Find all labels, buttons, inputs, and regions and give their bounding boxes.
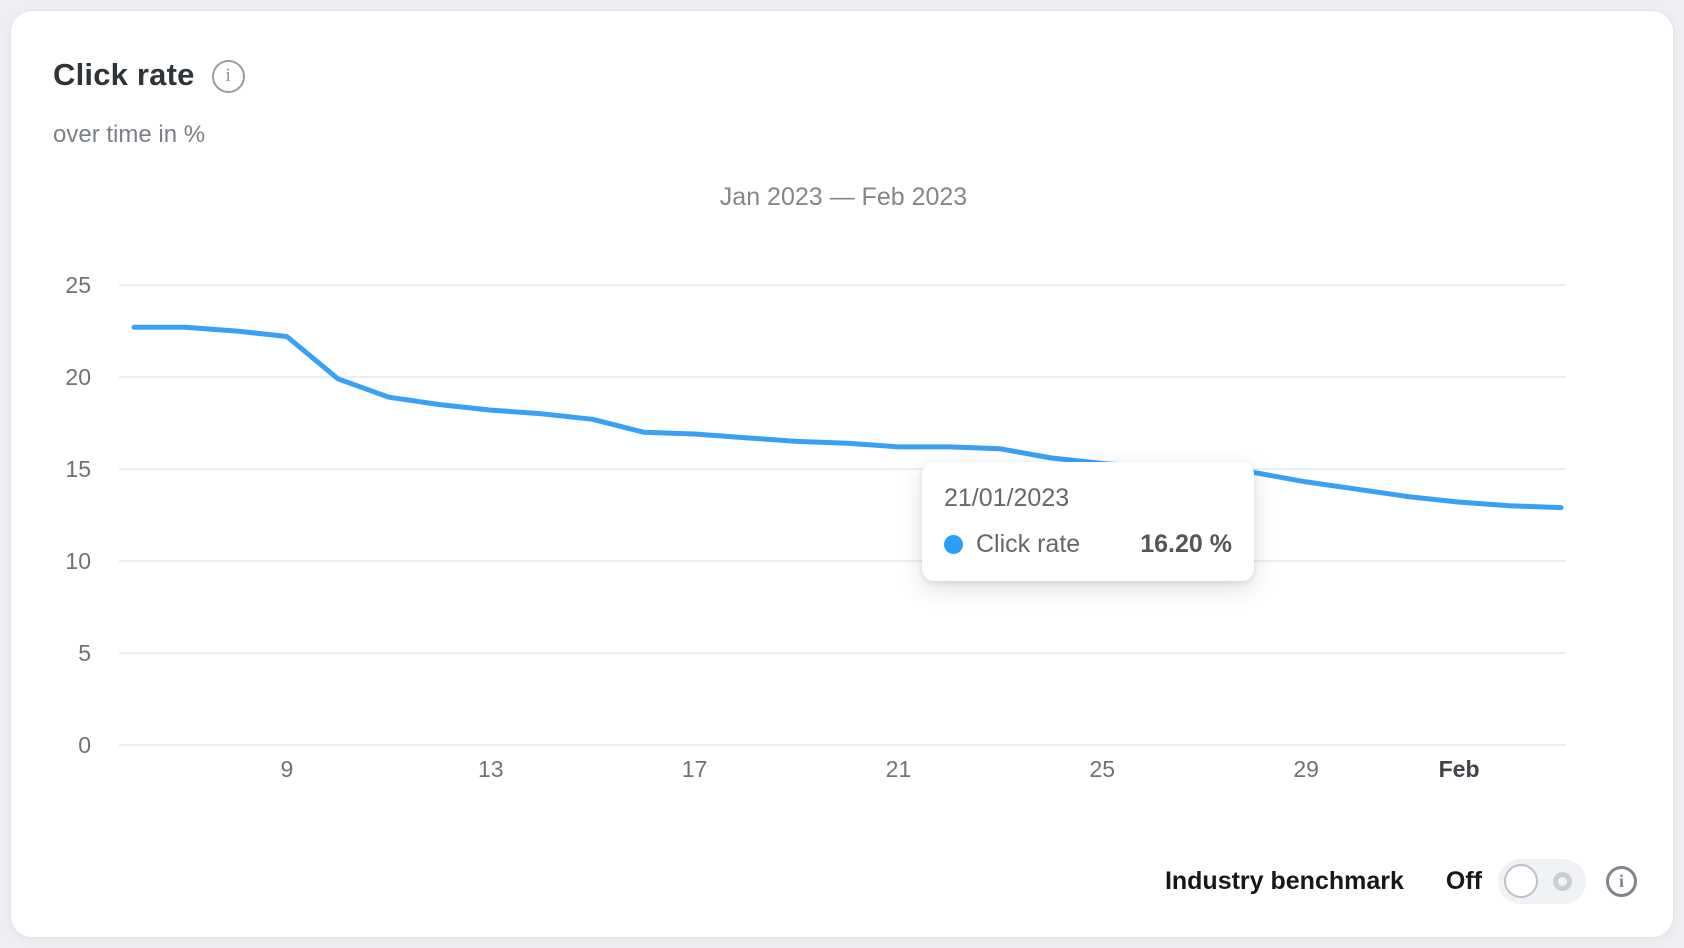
benchmark-info-icon[interactable]: i bbox=[1606, 865, 1637, 897]
tooltip-series-row: Click rate 16.20 % bbox=[944, 530, 1232, 559]
svg-text:25: 25 bbox=[65, 272, 91, 298]
metric-card: Click rate i over time in % Jan 2023 — F… bbox=[10, 10, 1674, 938]
series-line bbox=[131, 324, 1564, 511]
svg-text:Feb: Feb bbox=[1439, 756, 1480, 782]
card-header: Click rate i bbox=[53, 57, 245, 93]
benchmark-state-label: Off bbox=[1445, 866, 1482, 895]
click-rate-chart[interactable]: 0 5 10 15 20 25 9 13 17 21 25 29 Feb bbox=[11, 11, 1674, 938]
svg-text:21: 21 bbox=[886, 756, 912, 782]
svg-text:17: 17 bbox=[682, 756, 708, 782]
tooltip-date: 21/01/2023 bbox=[944, 484, 1070, 512]
industry-benchmark-label: Industry benchmark bbox=[1164, 866, 1404, 895]
card-title: Click rate bbox=[53, 57, 195, 92]
title-info-icon[interactable]: i bbox=[211, 59, 245, 93]
grid-lines bbox=[119, 284, 1566, 746]
x-axis-labels: 9 13 17 21 25 29 Feb bbox=[280, 756, 1479, 782]
svg-text:25: 25 bbox=[1090, 756, 1116, 782]
svg-text:15: 15 bbox=[65, 456, 91, 482]
benchmark-controls: Industry benchmark Off i bbox=[1165, 857, 1637, 905]
tooltip-value: 16.20 % bbox=[1140, 530, 1232, 558]
y-axis-labels: 0 5 10 15 20 25 bbox=[65, 272, 91, 758]
svg-text:5: 5 bbox=[78, 640, 91, 666]
svg-text:29: 29 bbox=[1293, 756, 1319, 782]
card-subtitle: over time in % bbox=[53, 121, 206, 148]
chart-tooltip: 21/01/2023 Click rate 16.20 % bbox=[922, 462, 1254, 581]
toggle-off-ring-icon bbox=[1553, 871, 1572, 891]
benchmark-toggle[interactable] bbox=[1498, 858, 1586, 904]
svg-text:10: 10 bbox=[65, 548, 91, 574]
svg-text:0: 0 bbox=[78, 732, 91, 758]
svg-text:13: 13 bbox=[478, 756, 504, 782]
svg-text:20: 20 bbox=[65, 364, 91, 390]
toggle-knob bbox=[1504, 863, 1538, 898]
tooltip-series-label: Click rate bbox=[976, 530, 1081, 558]
chart-period-label: Jan 2023 — Feb 2023 bbox=[719, 183, 968, 211]
series-color-dot-icon bbox=[944, 535, 963, 554]
svg-text:9: 9 bbox=[280, 756, 293, 782]
